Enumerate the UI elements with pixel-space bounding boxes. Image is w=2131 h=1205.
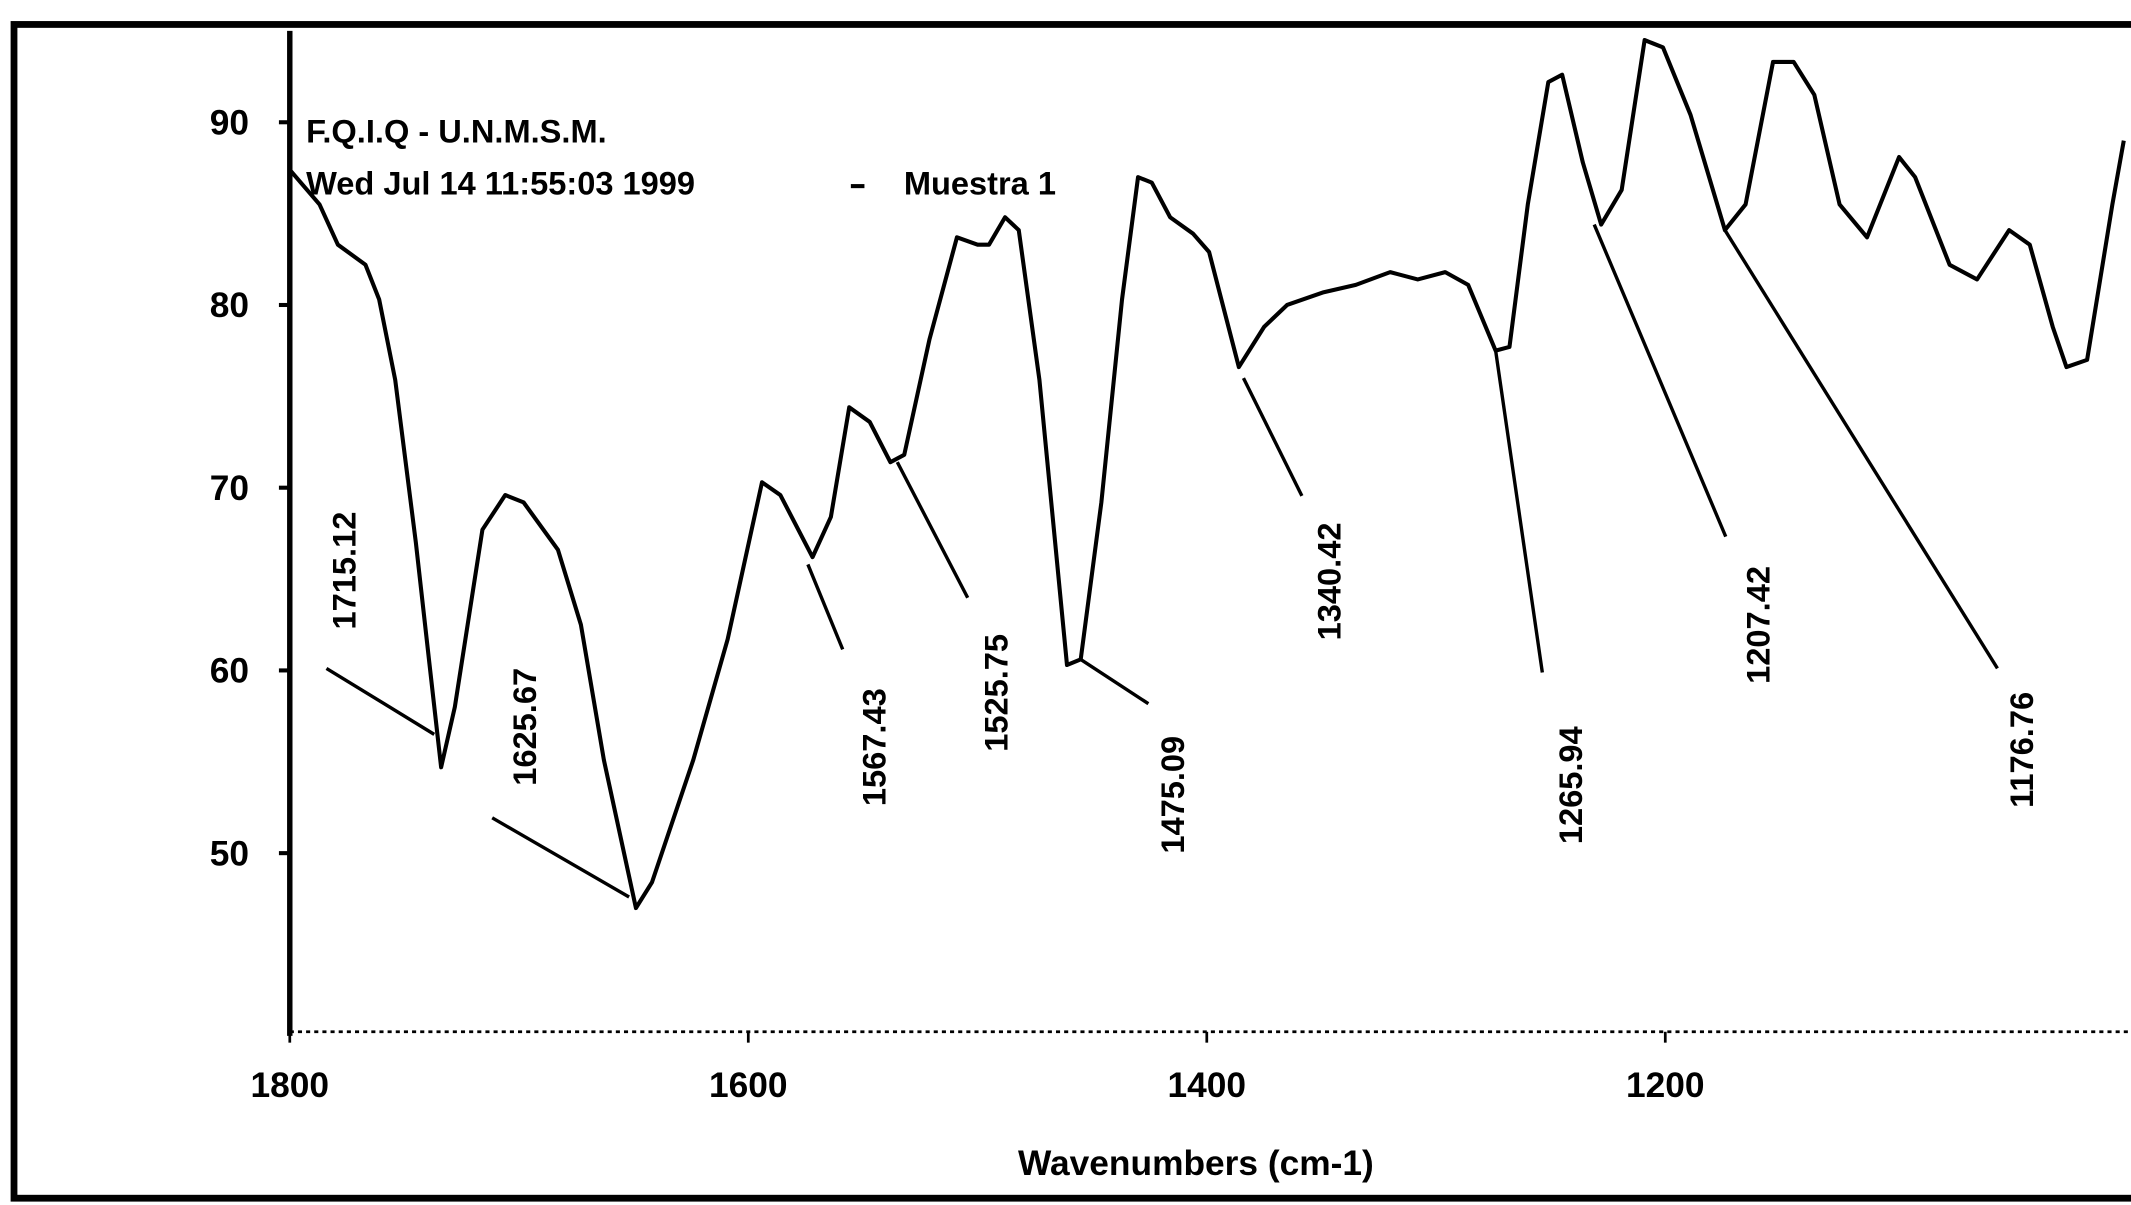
annotation-label: 1625.67 [506,668,543,786]
header: F.Q.I.Q - U.N.M.S.M. [306,113,607,150]
annotation-leader [1723,229,1999,670]
annotation-label: 1265.94 [1552,726,1589,844]
annotation-leader [491,816,630,899]
annotation-label: 1176.76 [2003,692,2040,808]
annotation-label: 1207.42 [1740,566,1777,684]
y-tick-label: 50 [210,834,249,873]
annotation-leader [895,461,970,599]
x-tick-label: 1800 [251,1066,330,1105]
y-tick-label: 70 [210,469,249,508]
sample: Muestra 1 [904,164,1056,201]
frame [10,21,2131,1202]
x-tick-label: 1200 [1626,1066,1705,1105]
x-tick-label: 1600 [709,1066,788,1105]
x-tick-label: 1400 [1168,1066,1247,1105]
date: Wed Jul 14 11:55:03 1999 [306,164,695,201]
spectrum-line [288,38,2126,911]
annotation-leader [1241,377,1304,497]
annotation-label: 1525.75 [978,634,1015,752]
annotation-leader [325,666,436,736]
annotation-label: 1567.43 [855,688,892,806]
y-tick-label: 80 [210,286,249,325]
annotation-leader [806,563,845,651]
y-tick-label: 90 [210,103,249,142]
y-tick-label: 60 [210,652,249,691]
annotation-label: 1715.12 [325,512,362,630]
annotation-leader [1493,350,1545,673]
x-axis-label: Wavenumbers (cm-1) [1018,1144,1374,1183]
annotation-leader [1079,658,1150,706]
annotation-label: 1340.42 [1310,523,1347,641]
annotation-leader [1592,223,1728,538]
annotation-label: 1475.09 [1154,736,1191,854]
